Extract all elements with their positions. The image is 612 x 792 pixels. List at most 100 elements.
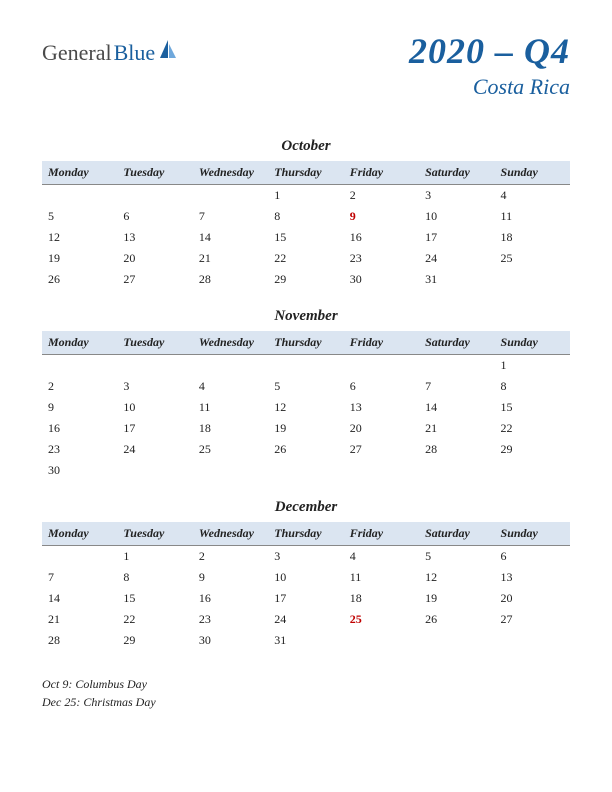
day-cell: 1 [268,185,343,207]
day-cell: 23 [193,609,268,630]
day-cell: 3 [117,376,192,397]
day-cell: 20 [495,588,570,609]
day-cell: 29 [117,630,192,651]
header: General Blue 2020 – Q4 Costa Rica [42,30,570,120]
day-cell: 24 [419,248,494,269]
day-cell: 26 [42,269,117,290]
day-cell: 21 [42,609,117,630]
month-block: DecemberMondayTuesdayWednesdayThursdayFr… [42,499,570,651]
day-cell: 6 [495,546,570,568]
day-cell: 4 [193,376,268,397]
day-cell: 13 [117,227,192,248]
day-cell: 29 [495,439,570,460]
day-cell: 20 [117,248,192,269]
day-cell: 24 [268,609,343,630]
day-cell: 2 [193,546,268,568]
day-cell: 23 [344,248,419,269]
day-cell: 6 [117,206,192,227]
day-cell: 27 [117,269,192,290]
day-cell: 4 [495,185,570,207]
day-cell: 24 [117,439,192,460]
calendar-table: MondayTuesdayWednesdayThursdayFridaySatu… [42,331,570,481]
day-header: Monday [42,522,117,546]
day-cell: 15 [495,397,570,418]
day-cell: 8 [268,206,343,227]
day-header: Tuesday [117,522,192,546]
day-cell [268,460,343,481]
day-cell [419,460,494,481]
day-cell: 30 [193,630,268,651]
day-cell: 30 [42,460,117,481]
day-cell: 16 [42,418,117,439]
day-cell: 19 [419,588,494,609]
day-cell [42,546,117,568]
day-cell [344,355,419,377]
day-header: Saturday [419,331,494,355]
day-header: Friday [344,161,419,185]
table-row: 9101112131415 [42,397,570,418]
day-cell: 17 [419,227,494,248]
day-cell: 1 [117,546,192,568]
title-sub: Costa Rica [409,74,570,100]
day-cell: 5 [268,376,343,397]
logo-sail-icon [158,38,178,65]
day-header: Sunday [495,331,570,355]
day-cell: 22 [495,418,570,439]
day-cell: 25 [193,439,268,460]
table-row: 21222324252627 [42,609,570,630]
day-cell: 7 [42,567,117,588]
day-cell [419,630,494,651]
day-cell: 10 [117,397,192,418]
day-cell [193,460,268,481]
day-cell: 15 [117,588,192,609]
day-cell [117,355,192,377]
day-cell [42,185,117,207]
logo-text-blue: Blue [114,40,156,66]
holiday-entry: Dec 25: Christmas Day [42,693,570,711]
day-cell: 8 [495,376,570,397]
table-row: 123456 [42,546,570,568]
table-row: 16171819202122 [42,418,570,439]
day-cell: 27 [344,439,419,460]
day-cell: 16 [344,227,419,248]
day-header: Thursday [268,161,343,185]
day-header: Sunday [495,161,570,185]
table-row: 2345678 [42,376,570,397]
title-block: 2020 – Q4 Costa Rica [409,30,570,100]
day-cell: 10 [268,567,343,588]
day-cell: 9 [42,397,117,418]
month-block: NovemberMondayTuesdayWednesdayThursdayFr… [42,308,570,481]
day-cell: 3 [419,185,494,207]
day-cell: 7 [419,376,494,397]
calendar-table: MondayTuesdayWednesdayThursdayFridaySatu… [42,522,570,651]
day-header: Thursday [268,331,343,355]
day-cell: 6 [344,376,419,397]
day-cell: 5 [42,206,117,227]
calendar-table: MondayTuesdayWednesdayThursdayFridaySatu… [42,161,570,290]
day-cell: 17 [117,418,192,439]
day-cell: 12 [268,397,343,418]
day-cell: 15 [268,227,343,248]
day-cell: 13 [495,567,570,588]
table-row: 12131415161718 [42,227,570,248]
day-cell: 30 [344,269,419,290]
day-cell: 14 [42,588,117,609]
day-cell: 27 [495,609,570,630]
day-header: Monday [42,331,117,355]
day-cell: 18 [344,588,419,609]
day-cell: 25 [344,609,419,630]
day-cell: 20 [344,418,419,439]
holiday-entry: Oct 9: Columbus Day [42,675,570,693]
table-row: 23242526272829 [42,439,570,460]
table-row: 19202122232425 [42,248,570,269]
day-header: Tuesday [117,161,192,185]
day-cell: 9 [193,567,268,588]
day-cell [117,185,192,207]
day-cell [419,355,494,377]
day-cell [344,460,419,481]
day-cell [495,269,570,290]
day-cell: 7 [193,206,268,227]
day-header: Tuesday [117,331,192,355]
day-cell: 22 [268,248,343,269]
day-cell: 4 [344,546,419,568]
